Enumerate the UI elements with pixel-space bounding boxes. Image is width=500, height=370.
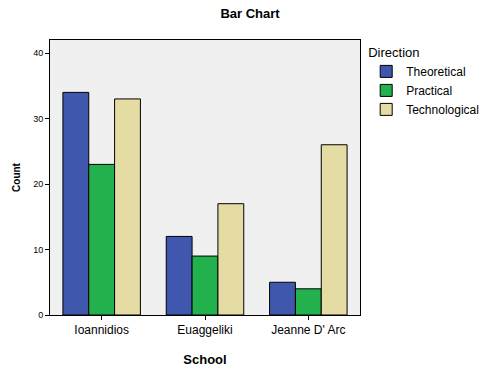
svg-text:Practical: Practical [406,84,452,98]
svg-text:30: 30 [33,114,43,124]
svg-text:Direction: Direction [368,45,419,60]
svg-text:40: 40 [33,48,43,58]
svg-text:20: 20 [33,179,43,189]
svg-text:Theoretical: Theoretical [406,65,465,79]
svg-text:Jeanne D' Arc: Jeanne D' Arc [271,323,345,337]
svg-text:School: School [183,352,226,367]
svg-text:0: 0 [38,310,43,320]
svg-text:Technological: Technological [406,103,479,117]
svg-text:Count: Count [11,162,22,192]
svg-text:Bar Chart: Bar Chart [220,6,280,21]
svg-text:Euaggeliki: Euaggeliki [177,323,232,337]
svg-text:Ioannidios: Ioannidios [74,323,129,337]
svg-text:10: 10 [33,245,43,255]
